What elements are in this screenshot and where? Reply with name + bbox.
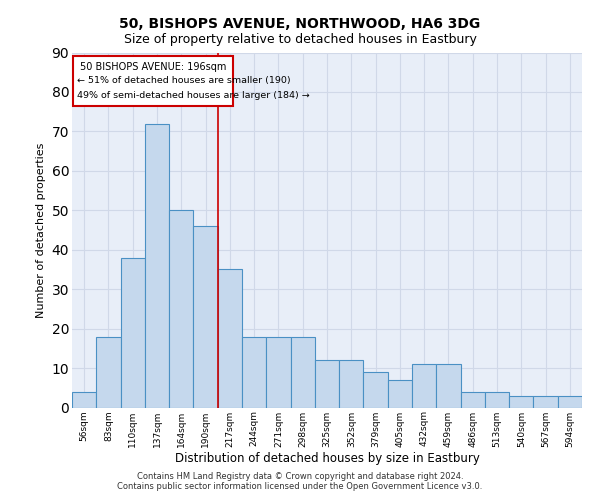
Bar (72, 392, 96, 407)
Bar (315, 360, 339, 408)
Bar (218, 270, 242, 407)
Bar (121, 258, 145, 408)
Bar (145, 124, 169, 408)
Bar (266, 336, 290, 407)
Bar (533, 396, 558, 407)
Bar (388, 380, 412, 407)
Bar (169, 210, 193, 408)
Y-axis label: Number of detached properties: Number of detached properties (36, 142, 46, 318)
Text: Size of property relative to detached houses in Eastbury: Size of property relative to detached ho… (124, 32, 476, 46)
Bar (290, 336, 315, 407)
Bar (436, 364, 461, 408)
Text: 50, BISHOPS AVENUE, NORTHWOOD, HA6 3DG: 50, BISHOPS AVENUE, NORTHWOOD, HA6 3DG (119, 18, 481, 32)
Bar (558, 396, 582, 407)
Text: Contains HM Land Registry data © Crown copyright and database right 2024.: Contains HM Land Registry data © Crown c… (137, 472, 463, 481)
Bar (485, 392, 509, 407)
Bar (96, 336, 121, 407)
X-axis label: Distribution of detached houses by size in Eastbury: Distribution of detached houses by size … (175, 452, 479, 465)
Bar (509, 396, 533, 407)
Bar (364, 372, 388, 408)
Bar (412, 364, 436, 408)
Text: 50 BISHOPS AVENUE: 196sqm: 50 BISHOPS AVENUE: 196sqm (80, 62, 227, 72)
Bar (193, 226, 218, 408)
Text: 49% of semi-detached houses are larger (184) →: 49% of semi-detached houses are larger (… (77, 91, 310, 100)
Text: ← 51% of detached houses are smaller (190): ← 51% of detached houses are smaller (19… (77, 76, 290, 85)
Bar (461, 392, 485, 407)
FancyBboxPatch shape (73, 56, 233, 106)
Bar (339, 360, 364, 408)
Text: Contains public sector information licensed under the Open Government Licence v3: Contains public sector information licen… (118, 482, 482, 491)
Bar (242, 336, 266, 407)
